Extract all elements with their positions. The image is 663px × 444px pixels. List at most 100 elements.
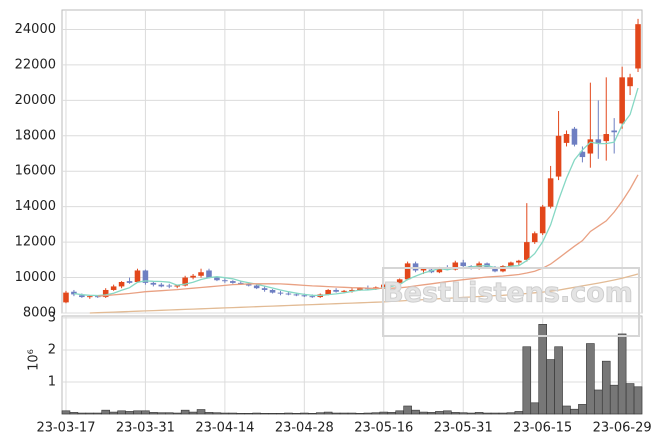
candle-body xyxy=(563,134,570,143)
volume-bar xyxy=(149,412,158,415)
y-tick-label: 8000 xyxy=(23,306,56,321)
volume-bar xyxy=(141,410,150,415)
ma-line xyxy=(73,87,639,297)
volume-bar xyxy=(69,412,79,415)
candle-body xyxy=(571,128,578,145)
volume-bar xyxy=(411,409,420,415)
volume-bar xyxy=(101,409,110,415)
volume-bar xyxy=(77,412,87,415)
candle-body xyxy=(516,260,522,263)
candle-body xyxy=(627,77,633,87)
y-tick-label: 2 xyxy=(48,342,56,357)
volume-bar xyxy=(371,412,381,415)
candle-body xyxy=(396,279,403,283)
candle-body xyxy=(579,151,586,158)
candle-body xyxy=(388,282,395,285)
candle-body xyxy=(277,292,284,294)
candle-body xyxy=(237,282,244,284)
volume-bar xyxy=(387,412,396,415)
volume-bar xyxy=(594,389,603,415)
candle-body xyxy=(412,263,419,271)
candle-body xyxy=(190,275,196,278)
ma-line xyxy=(89,273,639,314)
y-tick-label: 14000 xyxy=(15,199,56,214)
candle-body xyxy=(142,270,149,283)
volume-bar xyxy=(196,409,206,415)
candle-body xyxy=(253,285,260,289)
volume-bar xyxy=(578,404,587,415)
candle-body xyxy=(325,289,331,295)
volume-bar xyxy=(268,413,277,415)
volume-bar xyxy=(466,412,476,415)
candle-body xyxy=(357,288,363,290)
candle-body xyxy=(587,139,594,154)
volume-bar xyxy=(85,412,95,415)
y-axis-label: 10⁶ xyxy=(27,349,42,371)
volume-bar xyxy=(133,410,142,415)
watermark-frame xyxy=(382,267,640,337)
volume-bar xyxy=(474,412,484,415)
plot-layer: 8000 10000 12000 14000 16000 18000 20000 22000 2… xyxy=(15,10,652,436)
candle-body xyxy=(174,285,180,287)
candle-body xyxy=(150,282,157,285)
volume-bar xyxy=(625,383,635,415)
candle-body xyxy=(611,130,617,133)
volume-bar xyxy=(379,411,389,415)
volume-bar xyxy=(554,346,563,415)
candle-body xyxy=(285,293,292,295)
candle-body xyxy=(301,295,308,297)
volume-bar xyxy=(236,413,246,415)
volume-bar xyxy=(522,346,532,415)
candle-body xyxy=(603,134,610,142)
volume-bar xyxy=(164,412,174,415)
x-tick-label: 23-04-28 xyxy=(275,421,334,436)
volume-bar xyxy=(276,413,285,415)
volume-bar xyxy=(331,412,341,415)
y-tick-label: 18000 xyxy=(15,128,56,143)
volume-bar xyxy=(530,402,540,415)
candle-body xyxy=(452,262,459,270)
volume-bar xyxy=(117,410,126,415)
candle-body xyxy=(635,24,641,69)
candle-body xyxy=(63,292,69,303)
volume-bar xyxy=(347,412,357,415)
volume-bar xyxy=(323,411,333,415)
volume-bar xyxy=(212,412,222,415)
volume-bar xyxy=(260,413,269,415)
candle-body xyxy=(531,233,538,243)
volume-bar xyxy=(498,412,508,415)
volume-bar xyxy=(228,412,238,415)
candle-body xyxy=(110,286,117,290)
candle-body xyxy=(198,272,204,276)
candle-body xyxy=(619,77,625,124)
x-tick-label: 23-05-16 xyxy=(354,421,413,436)
volume-bar xyxy=(172,412,182,415)
volume-bar xyxy=(419,411,428,415)
y-tick-label: 16000 xyxy=(15,164,56,179)
candle-body xyxy=(206,270,212,278)
watermark: BestListens.com xyxy=(383,278,633,309)
candle-body xyxy=(555,135,562,177)
volume-bar xyxy=(458,412,468,415)
volume-bar xyxy=(93,412,103,415)
volume-bar xyxy=(451,412,460,415)
volume-bar xyxy=(490,412,500,415)
candle-body xyxy=(118,281,125,287)
candle-body xyxy=(182,277,188,286)
x-tick-label: 23-06-15 xyxy=(513,421,572,436)
candle-body xyxy=(126,281,133,283)
volume-bar xyxy=(109,411,118,415)
candle-body xyxy=(158,284,165,287)
volume-bar xyxy=(562,405,571,415)
volume-bar xyxy=(633,386,643,415)
volume-bar xyxy=(403,405,412,415)
volume-bar xyxy=(435,411,444,415)
volume-bar xyxy=(220,412,230,415)
y-tick-label: 10000 xyxy=(15,270,56,285)
candle-body xyxy=(508,262,514,267)
volume-bar xyxy=(363,412,373,415)
candle-body xyxy=(102,289,109,298)
candle-body xyxy=(460,262,467,267)
x-tick-label: 23-05-31 xyxy=(434,421,493,436)
